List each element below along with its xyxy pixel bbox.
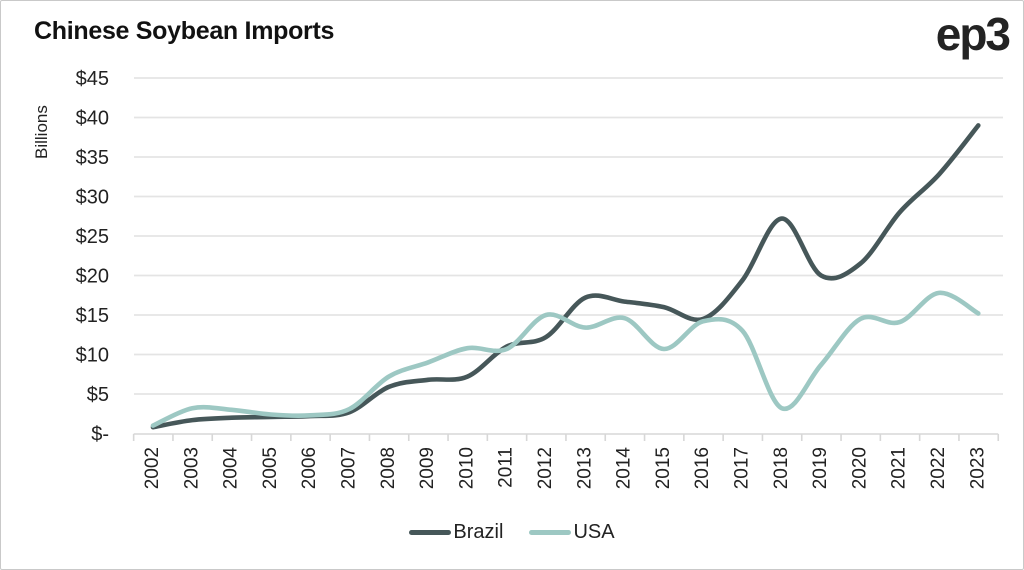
svg-text:2022: 2022 — [928, 447, 949, 489]
svg-text:2005: 2005 — [260, 447, 281, 489]
svg-text:2004: 2004 — [221, 447, 242, 490]
x-axis — [132, 433, 1000, 441]
svg-text:2021: 2021 — [889, 447, 910, 489]
svg-text:$10: $10 — [76, 345, 109, 367]
svg-text:2014: 2014 — [614, 447, 635, 490]
series-line-usa — [150, 290, 981, 428]
svg-text:$-: $- — [91, 424, 109, 446]
svg-text:2011: 2011 — [496, 447, 517, 488]
svg-text:2010: 2010 — [456, 447, 477, 489]
svg-text:2002: 2002 — [142, 447, 163, 489]
data-series — [150, 123, 981, 430]
x-tick-labels: 2002 2003 2004 2005 2006 2007 2008 2009 2010 2011… — [142, 447, 988, 490]
svg-text:2013: 2013 — [574, 447, 595, 489]
legend-label-usa: USA — [573, 521, 615, 543]
svg-text:$20: $20 — [76, 266, 109, 288]
svg-text:$40: $40 — [76, 108, 109, 130]
svg-text:2008: 2008 — [378, 447, 399, 489]
svg-text:$35: $35 — [76, 147, 109, 169]
ep3-logo: ep3 — [935, 8, 1011, 60]
svg-text:2020: 2020 — [849, 447, 870, 489]
svg-text:2018: 2018 — [771, 447, 792, 489]
chart-title: Chinese Soybean Imports — [34, 17, 335, 45]
svg-text:$30: $30 — [76, 187, 109, 209]
svg-text:2019: 2019 — [810, 447, 831, 489]
legend-item-brazil: Brazil — [409, 521, 503, 544]
svg-text:2006: 2006 — [299, 447, 320, 489]
svg-text:$25: $25 — [76, 226, 109, 248]
gridlines — [134, 77, 1003, 395]
svg-text:2003: 2003 — [181, 447, 202, 489]
svg-text:2007: 2007 — [339, 447, 360, 489]
svg-text:$5: $5 — [87, 384, 109, 406]
y-axis-title: Billions — [32, 105, 51, 159]
legend: Brazil USA — [1, 521, 1023, 544]
svg-text:2023: 2023 — [967, 447, 988, 489]
svg-text:2015: 2015 — [653, 447, 674, 489]
legend-item-usa: USA — [529, 521, 615, 544]
usa-line-swatch — [529, 530, 572, 535]
svg-text:$15: $15 — [76, 305, 109, 327]
svg-text:$45: $45 — [76, 68, 109, 90]
svg-text:2012: 2012 — [535, 447, 556, 489]
legend-label-brazil: Brazil — [453, 521, 504, 543]
y-tick-labels: $- $5 $10 $15 $20 $25 $30 $35 $40 $45 — [76, 68, 109, 446]
svg-text:2016: 2016 — [692, 447, 713, 489]
svg-text:2009: 2009 — [417, 447, 438, 489]
brazil-line-swatch — [409, 530, 452, 535]
svg-text:2017: 2017 — [732, 447, 753, 489]
